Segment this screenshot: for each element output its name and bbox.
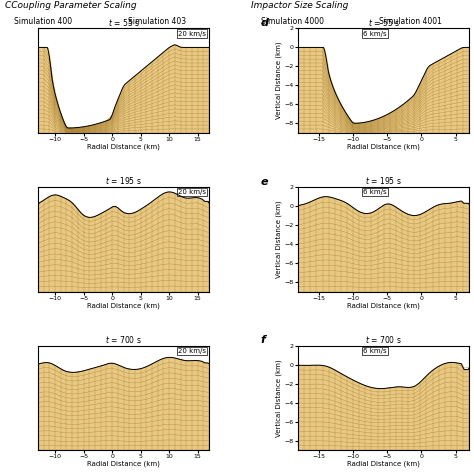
Text: e: e — [260, 177, 268, 187]
Text: Simulation 4000: Simulation 4000 — [261, 17, 324, 26]
Text: 20 km/s: 20 km/s — [178, 30, 206, 36]
Text: 6 km/s: 6 km/s — [363, 189, 387, 195]
Title: $t$ = 700 s: $t$ = 700 s — [365, 334, 402, 345]
Title: $t$ = 55 s: $t$ = 55 s — [368, 17, 400, 27]
Text: 6 km/s: 6 km/s — [363, 30, 387, 36]
Text: Simulation 400: Simulation 400 — [14, 17, 73, 26]
X-axis label: Radial Distance (km): Radial Distance (km) — [347, 302, 420, 309]
X-axis label: Radial Distance (km): Radial Distance (km) — [87, 302, 160, 309]
X-axis label: Radial Distance (km): Radial Distance (km) — [347, 461, 420, 467]
Text: d: d — [260, 18, 268, 28]
Text: 6 km/s: 6 km/s — [363, 348, 387, 354]
Text: f: f — [260, 336, 265, 346]
Text: Impactor Size Scaling: Impactor Size Scaling — [251, 1, 348, 10]
Title: $t$ = 195 s: $t$ = 195 s — [365, 175, 402, 186]
Text: 20 km/s: 20 km/s — [178, 348, 206, 354]
Text: CCoupling Parameter Scaling: CCoupling Parameter Scaling — [5, 1, 137, 10]
Y-axis label: Vertical Distance (km): Vertical Distance (km) — [275, 359, 282, 437]
Title: $t$ = 55 s: $t$ = 55 s — [108, 17, 139, 27]
Title: $t$ = 700 s: $t$ = 700 s — [105, 334, 142, 345]
Text: 20 km/s: 20 km/s — [178, 189, 206, 195]
X-axis label: Radial Distance (km): Radial Distance (km) — [87, 144, 160, 150]
X-axis label: Radial Distance (km): Radial Distance (km) — [87, 461, 160, 467]
Y-axis label: Vertical Distance (km): Vertical Distance (km) — [275, 201, 282, 278]
X-axis label: Radial Distance (km): Radial Distance (km) — [347, 144, 420, 150]
Title: $t$ = 195 s: $t$ = 195 s — [105, 175, 142, 186]
Text: Simulation 403: Simulation 403 — [128, 17, 186, 26]
Text: Simulation 4001: Simulation 4001 — [379, 17, 442, 26]
Y-axis label: Vertical Distance (km): Vertical Distance (km) — [275, 42, 282, 119]
